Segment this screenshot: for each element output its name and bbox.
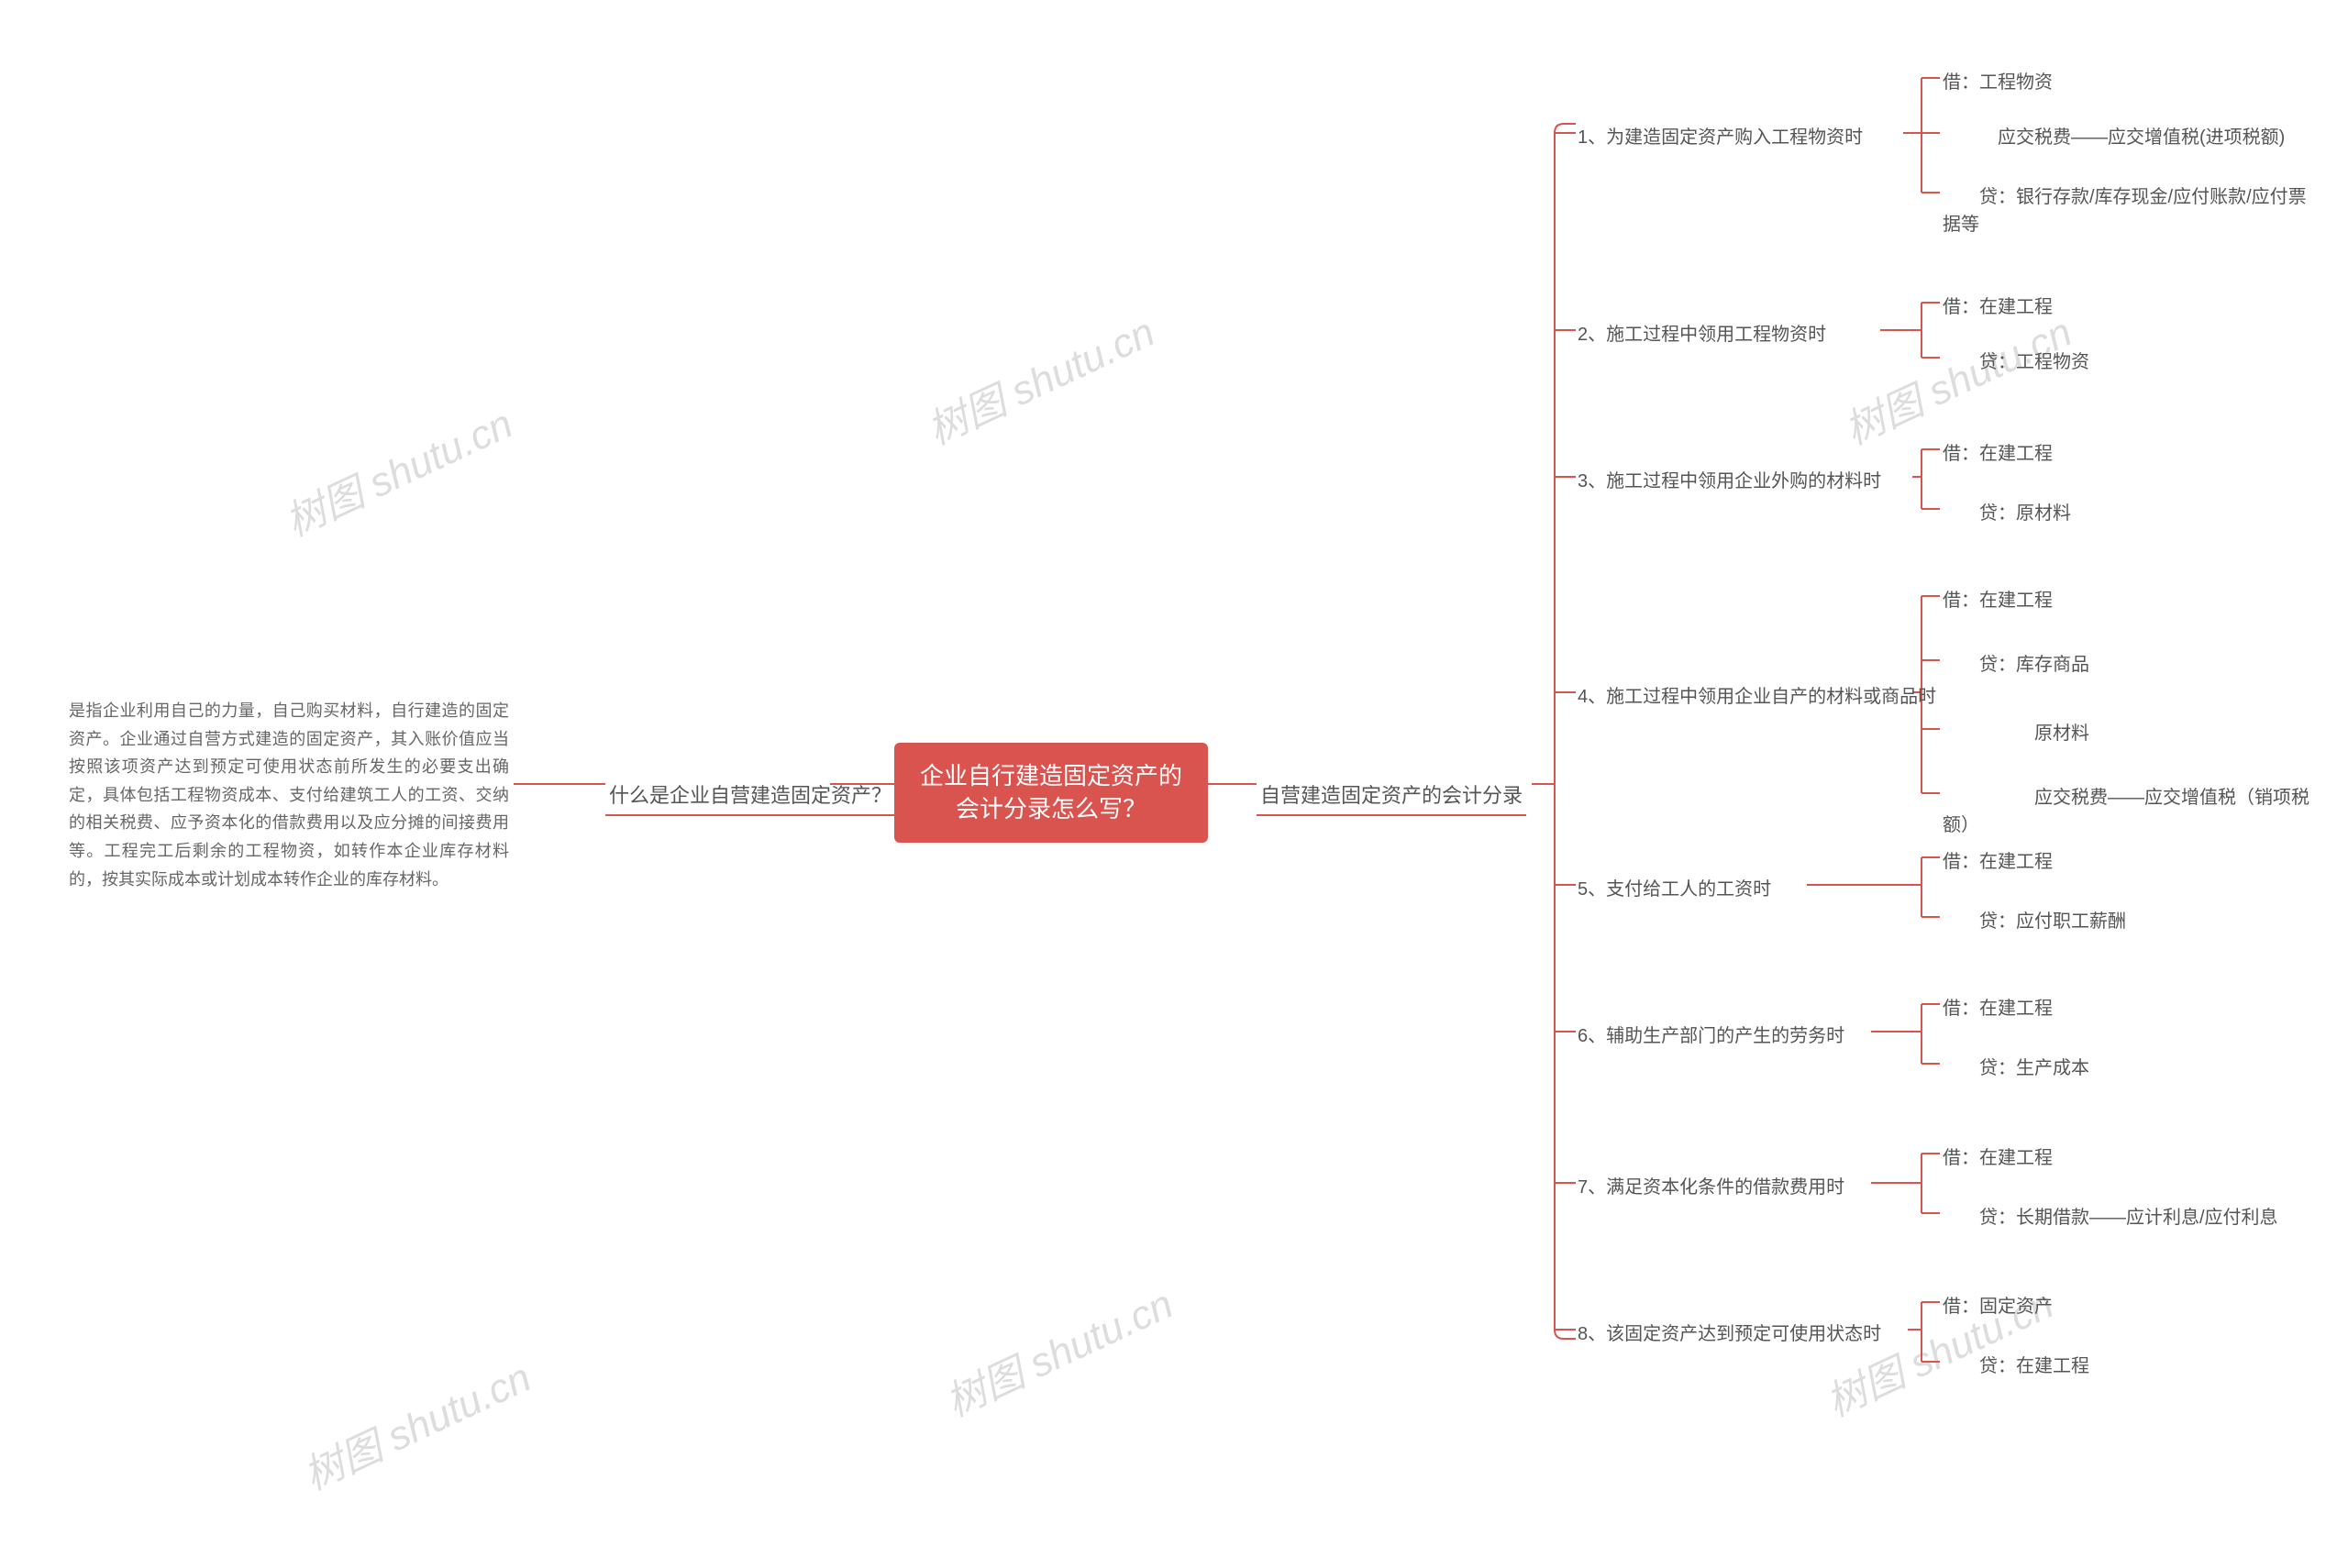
item-4: 4、施工过程中领用企业自产的材料或商品时 (1578, 683, 1936, 711)
watermark: 树图 shutu.cn (293, 1345, 539, 1502)
entry: 借：在建工程 (1943, 1144, 2053, 1172)
entry: 借：在建工程 (1943, 440, 2053, 468)
mindmap-root: 企业自行建造固定资产的 会计分录怎么写？ (894, 743, 1208, 843)
entry: 贷：长期借款——应计利息/应付利息 (1943, 1204, 2278, 1231)
entry: 借：工程物资 (1943, 69, 2053, 96)
entry: 贷：应付职工薪酬 (1943, 908, 2126, 935)
right-label: 自营建造固定资产的会计分录 (1257, 772, 1526, 816)
item-8: 8、该固定资产达到预定可使用状态时 (1578, 1320, 1881, 1348)
item-2: 2、施工过程中领用工程物资时 (1578, 321, 1826, 348)
root-line2: 会计分录怎么写？ (956, 795, 1146, 823)
entry: 应交税费——应交增值税（销项税额） (1943, 784, 2309, 839)
entry: 借：在建工程 (1943, 587, 2053, 614)
watermark: 树图 shutu.cn (274, 392, 521, 548)
item-1: 1、为建造固定资产购入工程物资时 (1578, 124, 1863, 151)
entry: 贷：原材料 (1943, 500, 2071, 527)
watermark: 树图 shutu.cn (935, 1272, 1181, 1429)
root-line1: 企业自行建造固定资产的 (920, 762, 1182, 790)
entry: 借：在建工程 (1943, 293, 2053, 321)
item-3: 3、施工过程中领用企业外购的材料时 (1578, 468, 1881, 495)
entry: 贷：生产成本 (1943, 1055, 2089, 1082)
watermark: 树图 shutu.cn (1833, 300, 2080, 457)
entry: 借：在建工程 (1943, 995, 2053, 1022)
entry: 原材料 (1943, 720, 2089, 747)
left-description: 是指企业利用自己的力量，自己购买材料，自行建造的固定资产。企业通过自营方式建造的… (69, 697, 509, 893)
entry: 贷：工程物资 (1943, 348, 2089, 376)
watermark: 树图 shutu.cn (916, 300, 1163, 457)
entry: 贷：银行存款/库存现金/应付账款/应付票据等 (1943, 183, 2309, 238)
left-question: 什么是企业自营建造固定资产？ (605, 772, 895, 816)
entry: 借：在建工程 (1943, 848, 2053, 876)
entry: 应交税费——应交增值税(进项税额) (1943, 124, 2285, 151)
entry: 贷：库存商品 (1943, 651, 2089, 679)
entry: 借：固定资产 (1943, 1293, 2053, 1320)
entry: 贷：在建工程 (1943, 1353, 2089, 1380)
item-7: 7、满足资本化条件的借款费用时 (1578, 1174, 1844, 1201)
item-6: 6、辅助生产部门的产生的劳务时 (1578, 1022, 1844, 1050)
item-5: 5、支付给工人的工资时 (1578, 876, 1771, 903)
